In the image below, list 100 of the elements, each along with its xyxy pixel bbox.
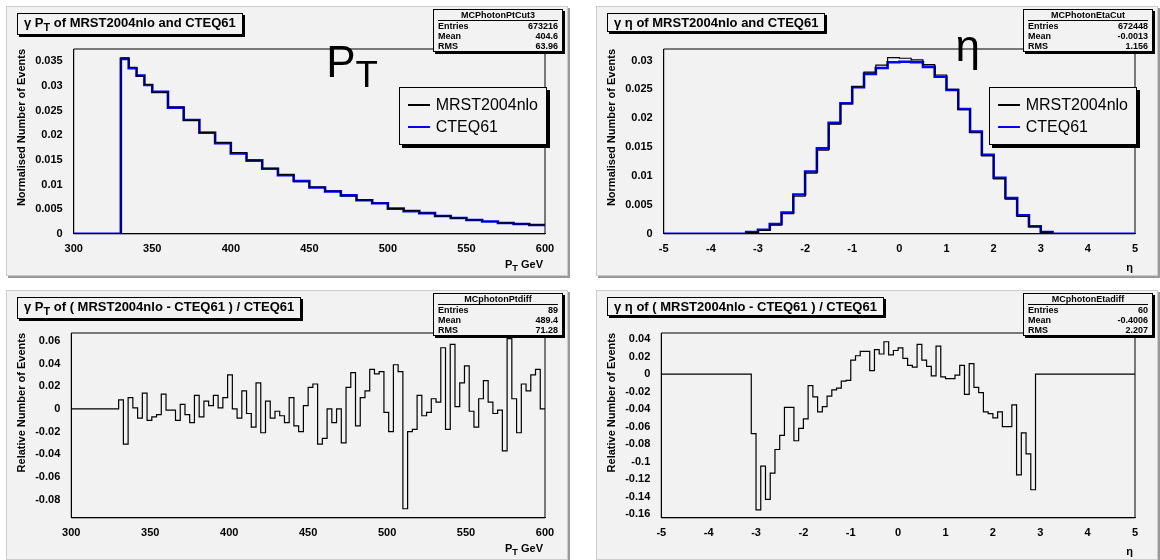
x-tick-label: 450: [300, 242, 319, 255]
x-tick-label: -5: [658, 242, 669, 255]
x-tick-label: 1: [943, 242, 950, 255]
text: -0.0013: [1117, 31, 1148, 41]
x-tick-label: -3: [753, 242, 763, 255]
x-tick-label: -4: [703, 526, 715, 539]
x-tick-label: 600: [535, 242, 555, 255]
y-tick-label: -0.08: [35, 492, 61, 505]
text: Mean: [438, 31, 462, 41]
x-tick-label: -1: [845, 526, 856, 539]
x-tick-label: 550: [457, 242, 476, 255]
legend-label: MRST2004nlo: [1025, 96, 1128, 114]
x-axis-title: η: [1126, 261, 1133, 273]
y-tick-label: 0.015: [35, 152, 63, 165]
x-tick-label: 5: [1131, 242, 1139, 255]
x-tick-label: 4: [1084, 242, 1092, 255]
chart-title: γ P$_{T}$ of MRST2004nlo and CTEQ61: [17, 13, 243, 35]
text: MCPhotonPtCut3: [438, 10, 558, 21]
annotation: RMS: [1028, 41, 1048, 51]
y-tick-label: 0.02: [41, 128, 63, 141]
x-tick-label: -4: [705, 242, 717, 255]
y-tick-label: -0.08: [625, 437, 651, 450]
chart-title: γ P$_{T}$ of ( MRST2004nlo - CTEQ61 ) / CTEQ61: [17, 297, 302, 319]
y-tick-label: -0.06: [35, 470, 61, 483]
x-tick-label: -2: [800, 242, 810, 255]
annotation: 2.207: [1125, 325, 1148, 335]
y-tick-label: -0.1: [631, 454, 651, 467]
x-axis-title: P$_{T}$ GeV: [504, 541, 543, 557]
text: Entries: [438, 21, 469, 31]
y-tick-label: -0.14: [625, 489, 652, 502]
x-tick-label: 2: [990, 242, 997, 255]
y-axis-title: Relative Number of Events: [14, 333, 27, 473]
annotation: RMS: [438, 325, 458, 335]
text: MCphotonPtdiff: [438, 294, 558, 305]
text: -0.4006: [1117, 315, 1148, 325]
y-tick-label: 0: [646, 226, 653, 239]
annotation: 63.96: [535, 41, 558, 51]
y-tick-label: 0.03: [41, 78, 63, 91]
x-axis-title: P$_{T}$ GeV: [504, 257, 543, 273]
x-tick-label: -5: [656, 526, 667, 539]
x-axis-title: η: [1126, 545, 1133, 557]
chart-title: γ η of ( MRST2004nlo - CTEQ61 ) / CTEQ61: [607, 297, 884, 316]
text: Entries: [1028, 305, 1059, 315]
y-tick-label: 0.04: [38, 356, 62, 369]
text: 60: [1137, 305, 1148, 315]
y-tick-label: 0.005: [35, 202, 63, 215]
x-tick-label: 400: [220, 526, 239, 539]
x-tick-label: 4: [1084, 526, 1092, 539]
text: 89: [547, 305, 558, 315]
y-tick-label: -0.02: [35, 424, 61, 437]
y-tick-label: -0.04: [625, 402, 652, 415]
text: 404.6: [535, 31, 558, 41]
y-tick-label: 0: [56, 226, 63, 239]
x-tick-label: 0: [896, 242, 903, 255]
text: 489.4: [535, 315, 558, 325]
text: 673216: [527, 21, 558, 31]
text: Mean: [1028, 315, 1052, 325]
x-tick-label: 350: [143, 242, 162, 255]
y-axis-title: Relative Number of Events: [604, 333, 617, 473]
x-tick-label: 500: [377, 526, 397, 539]
x-tick-label: 550: [456, 526, 476, 539]
y-tick-label: 0.06: [38, 333, 61, 346]
legend-label: CTEQ61: [435, 118, 498, 136]
y-tick-label: 0.02: [628, 349, 651, 362]
y-tick-label: 0.025: [35, 103, 63, 116]
x-tick-label: -1: [847, 242, 858, 255]
x-tick-label: 500: [378, 242, 398, 255]
y-tick-label: 0: [644, 367, 651, 380]
x-tick-label: 5: [1131, 526, 1139, 539]
chart-title: γ η of MRST2004nlo and CTEQ61: [607, 13, 826, 32]
annotation: RMS: [438, 41, 458, 51]
text: 672448: [1117, 21, 1148, 31]
y-tick-label: 0.035: [35, 54, 63, 67]
text: MCphotonEtadiff: [1028, 294, 1148, 305]
text: Entries: [1028, 21, 1059, 31]
x-tick-label: 1: [942, 526, 949, 539]
y-tick-label: 0.01: [631, 169, 653, 182]
annotation: 71.28: [535, 325, 558, 335]
x-tick-label: 350: [141, 526, 160, 539]
x-tick-label: 300: [64, 242, 83, 255]
x-tick-label: 400: [221, 242, 240, 255]
x-tick-label: 3: [1037, 526, 1044, 539]
y-tick-label: -0.02: [625, 384, 651, 397]
annotation: P$_{T}$: [326, 37, 378, 96]
text: Entries: [438, 305, 469, 315]
annotation: RMS: [1028, 325, 1048, 335]
text: MCPhotonEtaCut: [1028, 10, 1148, 21]
y-tick-label: 0.04: [628, 332, 652, 345]
x-tick-label: 450: [298, 526, 318, 539]
x-tick-label: 0: [895, 526, 902, 539]
annotation: 1.156: [1125, 41, 1148, 51]
x-tick-label: -3: [751, 526, 761, 539]
x-tick-label: 3: [1037, 242, 1044, 255]
y-tick-label: -0.06: [625, 419, 651, 432]
y-axis-title: Normalised Number of Events: [604, 49, 617, 207]
y-tick-label: 0: [54, 401, 61, 414]
y-tick-label: -0.16: [625, 507, 651, 520]
y-tick-label: 0.02: [38, 379, 61, 392]
annotation: η: [955, 21, 980, 71]
x-tick-label: -2: [798, 526, 809, 539]
